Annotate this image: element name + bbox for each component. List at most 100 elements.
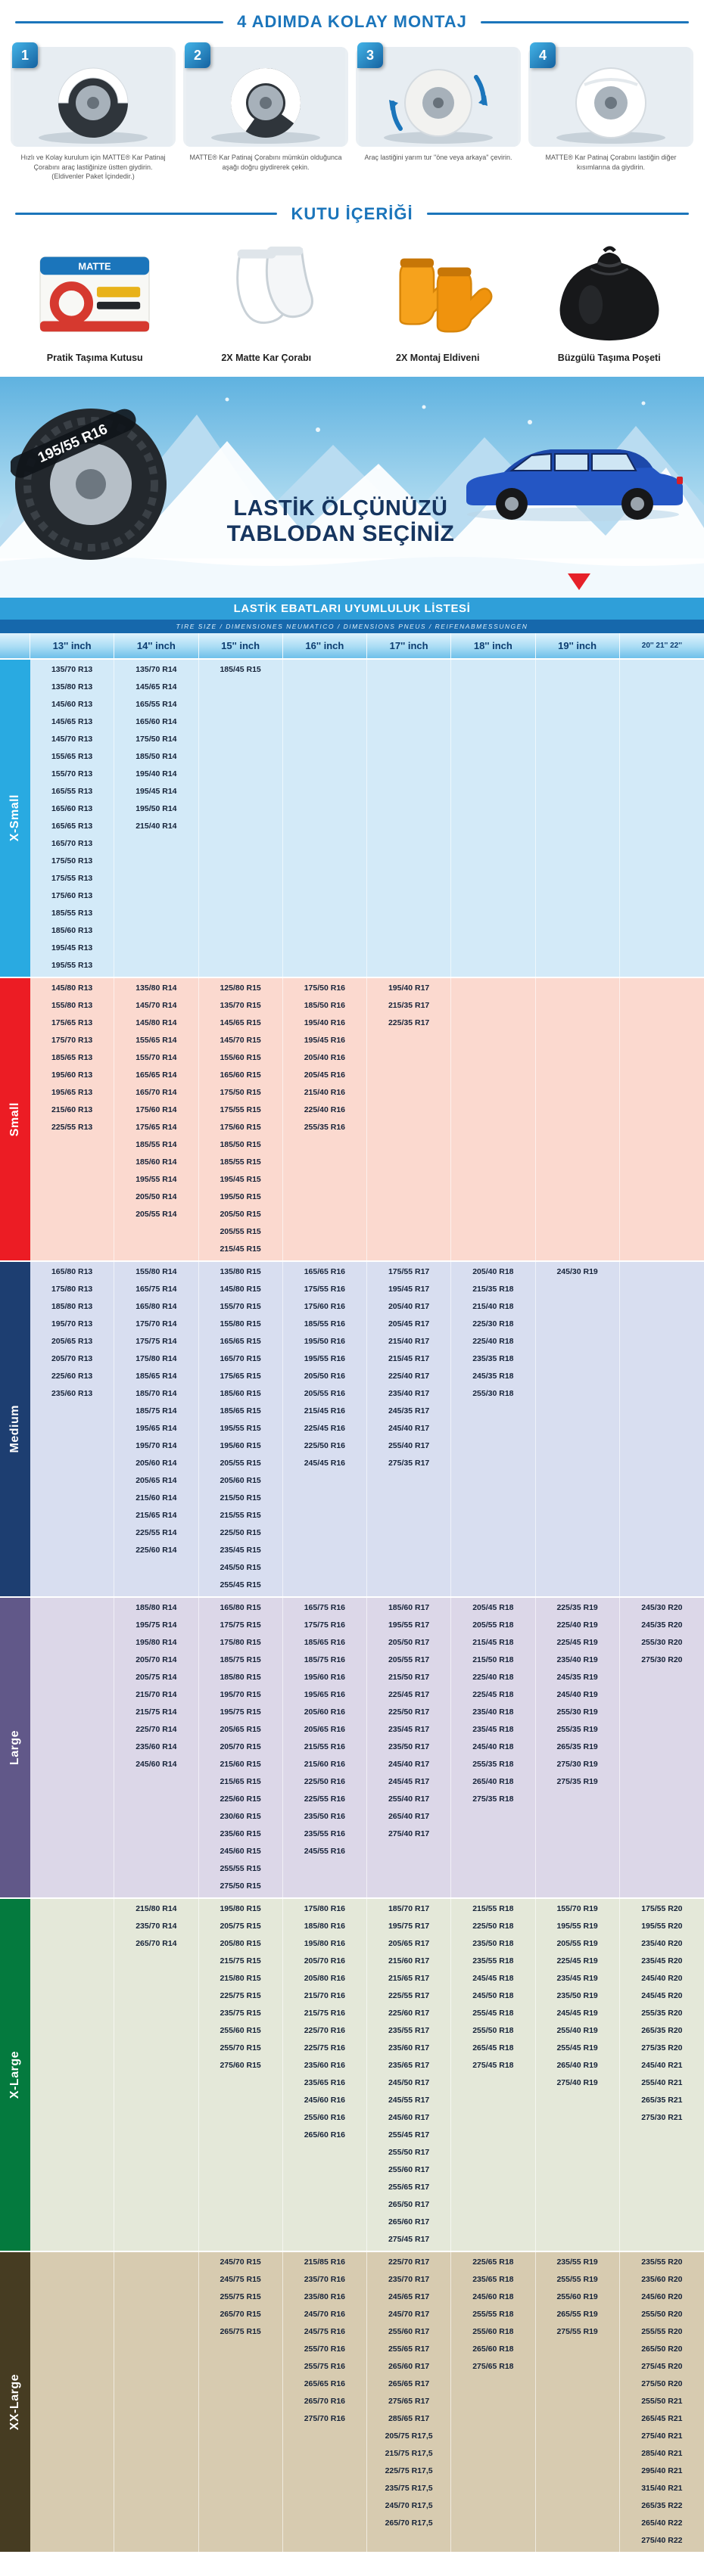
tire-size: 275/35 R19 bbox=[556, 1776, 598, 1786]
tire-size: 175/60 R13 bbox=[51, 890, 93, 900]
tire-size: 235/40 R18 bbox=[472, 1707, 514, 1717]
tire-size: 255/50 R21 bbox=[641, 2396, 683, 2406]
tire-size: 155/70 R13 bbox=[51, 769, 93, 778]
tire-size: 185/80 R15 bbox=[220, 1672, 261, 1682]
size-column-16-inch: 215/85 R16 235/70 R16 235/80 R16 245/70 R16… bbox=[283, 2251, 367, 2552]
tire-size: 185/65 R15 bbox=[220, 1406, 261, 1415]
tire-size: 205/40 R18 bbox=[472, 1266, 514, 1276]
size-column-16-inch: 165/75 R16 175/75 R16 185/65 R16 185/75 R16… bbox=[283, 1597, 367, 1897]
tire-size: 245/60 R14 bbox=[136, 1759, 177, 1769]
tire-size: 265/40 R17 bbox=[388, 1811, 430, 1821]
tire-size: 215/45 R15 bbox=[220, 1244, 261, 1254]
tire-size: 205/55 R17 bbox=[388, 1655, 430, 1664]
tire-size: 215/55 R15 bbox=[220, 1510, 261, 1520]
tire-size: 235/45 R19 bbox=[556, 1973, 598, 1983]
tire-size: 175/75 R14 bbox=[136, 1336, 177, 1346]
tire-size: 205/80 R16 bbox=[304, 1973, 346, 1983]
tire-size: 205/65 R16 bbox=[304, 1724, 346, 1734]
tire-size: 195/80 R14 bbox=[136, 1637, 177, 1647]
tire-size: 205/60 R14 bbox=[136, 1458, 177, 1468]
tire-size: 185/65 R16 bbox=[304, 1637, 346, 1647]
tire-size: 225/40 R18 bbox=[472, 1672, 514, 1682]
tire-size: 245/45 R16 bbox=[304, 1458, 346, 1468]
tire-size: 195/70 R15 bbox=[220, 1689, 261, 1699]
tire-size: 165/65 R16 bbox=[304, 1266, 346, 1276]
tire-size: 265/60 R17 bbox=[388, 2217, 430, 2226]
tire-size: 175/80 R15 bbox=[220, 1637, 261, 1647]
size-group-x-small: X-Small 135/70 R13 135/80 R13 145/60 R13 145… bbox=[0, 657, 704, 977]
tire-size: 225/60 R17 bbox=[388, 2008, 430, 2018]
divider-line bbox=[480, 20, 689, 23]
tire-size: 155/80 R13 bbox=[51, 1000, 93, 1010]
size-column-16-inch: 175/50 R16 185/50 R16 195/40 R16 195/45 R16… bbox=[283, 977, 367, 1260]
tire-size: 235/40 R19 bbox=[556, 1655, 598, 1664]
tire-size: 185/55 R14 bbox=[136, 1139, 177, 1149]
tire-size: 125/80 R15 bbox=[220, 983, 261, 993]
tire-size: 215/65 R17 bbox=[388, 1973, 430, 1983]
tire-size: 145/70 R14 bbox=[136, 1000, 177, 1010]
tire-size: 235/45 R17 bbox=[388, 1724, 430, 1734]
contents-row: MATTE Pratik Taşıma Kutusu bbox=[0, 231, 704, 377]
tire-size: 225/65 R18 bbox=[472, 2257, 514, 2267]
tire-size: 255/45 R19 bbox=[556, 2043, 598, 2052]
tire-size: 235/50 R17 bbox=[388, 1742, 430, 1751]
tire-size: 205/55 R19 bbox=[556, 1938, 598, 1948]
column-header-20-21-22-inch: 20'' 21'' 22'' bbox=[641, 641, 682, 650]
size-column-17-inch: 185/70 R17 195/75 R17 205/65 R17 215/60 R17… bbox=[367, 1898, 452, 2251]
tire-size: 255/50 R17 bbox=[388, 2147, 430, 2157]
tire-size: 185/50 R15 bbox=[220, 1139, 261, 1149]
step-caption: Araç lastiğini yarım tur "öne veya arkay… bbox=[364, 154, 512, 161]
tire-size: 215/55 R18 bbox=[472, 1903, 514, 1913]
tire-size: 245/75 R15 bbox=[220, 2274, 261, 2284]
step-3-photo bbox=[356, 47, 521, 147]
tire-size: 245/40 R19 bbox=[556, 1689, 598, 1699]
tire-size: 225/45 R19 bbox=[556, 1637, 598, 1647]
column-header-13-inch: 13'' inch bbox=[30, 632, 115, 658]
contents-title: KUTU İÇERİĞİ bbox=[291, 204, 413, 223]
tire-size: 205/45 R16 bbox=[304, 1070, 346, 1080]
tire-size: 265/40 R18 bbox=[472, 1776, 514, 1786]
tire-size: 255/45 R17 bbox=[388, 2130, 430, 2139]
tire-size: 205/70 R16 bbox=[304, 1956, 346, 1965]
tire-size: 225/50 R15 bbox=[220, 1527, 261, 1537]
tire-size: 215/40 R14 bbox=[136, 821, 177, 831]
size-group-x-large: X-Large 215/80 R14 235/70 R14 265/70 R14 195… bbox=[0, 1897, 704, 2251]
tire-size: 235/70 R17 bbox=[388, 2274, 430, 2284]
tire-size: 275/65 R18 bbox=[472, 2361, 514, 2371]
column-header-18-inch: 18'' inch bbox=[451, 632, 536, 658]
tire-size: 195/60 R16 bbox=[304, 1672, 346, 1682]
tire-size: 165/55 R13 bbox=[51, 786, 93, 796]
tire-size: 235/45 R20 bbox=[641, 1956, 683, 1965]
tire-size: 175/65 R14 bbox=[136, 1122, 177, 1132]
steps-title: 4 ADIMDA KOLAY MONTAJ bbox=[237, 12, 467, 31]
size-column-19-inch: 155/70 R19 195/55 R19 205/55 R19 225/45 R19… bbox=[536, 1898, 620, 2251]
tire-size: 245/35 R18 bbox=[472, 1371, 514, 1381]
tire-size: 245/45 R17 bbox=[388, 1776, 430, 1786]
tire-size: 145/80 R14 bbox=[136, 1018, 177, 1027]
content-item-bag: Büzgülü Taşıma Poşeti bbox=[528, 236, 691, 363]
size-column-16-inch: 165/65 R16 175/55 R16 175/60 R16 185/55 R16… bbox=[283, 1261, 367, 1596]
tire-size: 205/70 R14 bbox=[136, 1655, 177, 1664]
tire-size: 255/40 R21 bbox=[641, 2077, 683, 2087]
tire-size: 215/65 R15 bbox=[220, 1776, 261, 1786]
tire-size: 185/65 R13 bbox=[51, 1052, 93, 1062]
size-column-20-21-22-inch bbox=[620, 978, 704, 1260]
tire-size: 245/35 R20 bbox=[641, 1620, 683, 1630]
tire-rotate-icon bbox=[359, 47, 518, 147]
size-column-20-21-22-inch bbox=[620, 1262, 704, 1596]
tire-size: 215/60 R15 bbox=[220, 1759, 261, 1769]
size-column-19-inch: 245/30 R19 bbox=[536, 1261, 620, 1596]
tire-size: 225/45 R17 bbox=[388, 1689, 430, 1699]
tire-size: 225/50 R18 bbox=[472, 1921, 514, 1931]
tire-size: 165/55 R14 bbox=[136, 699, 177, 709]
size-column-14-inch: 135/70 R14 145/65 R14 165/55 R14 165/60 R14… bbox=[114, 659, 199, 977]
tire-size: 225/70 R14 bbox=[136, 1724, 177, 1734]
tire-size: 145/70 R15 bbox=[220, 1035, 261, 1045]
tire-size: 195/55 R17 bbox=[388, 1620, 430, 1630]
tire-size: 225/50 R17 bbox=[388, 1707, 430, 1717]
size-group-label: XX-Large bbox=[0, 2251, 30, 2552]
tire-size: 215/40 R18 bbox=[472, 1301, 514, 1311]
tire-size: 215/60 R13 bbox=[51, 1105, 93, 1114]
size-column-18-inch bbox=[451, 977, 536, 1260]
tire-size: 235/55 R20 bbox=[641, 2257, 683, 2267]
